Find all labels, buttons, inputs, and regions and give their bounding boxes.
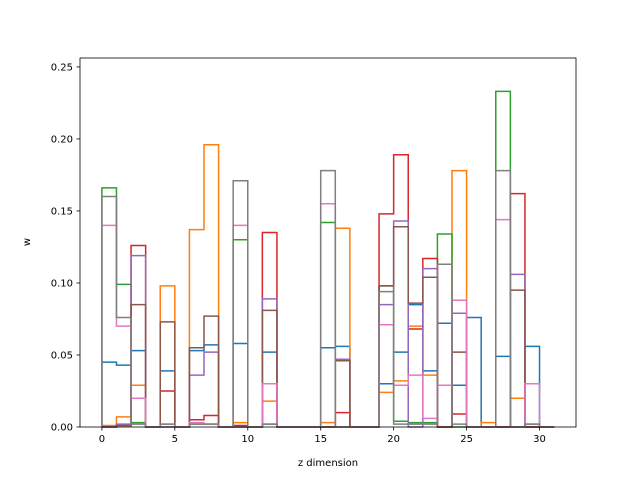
y-tick-label: 0.25 [51, 62, 73, 73]
x-axis-label: z dimension [298, 458, 358, 469]
y-tick-label: 0.10 [51, 278, 73, 289]
x-tick-label: 30 [533, 434, 546, 445]
x-tick-label: 20 [387, 434, 400, 445]
y-axis: 0.00 0.05 0.10 0.15 0.20 0.25 [51, 62, 80, 434]
y-axis-label: w [22, 238, 33, 246]
x-tick-label: 0 [99, 434, 105, 445]
y-tick-label: 0.15 [51, 206, 73, 217]
x-tick-label: 5 [172, 434, 178, 445]
y-tick-label: 0.05 [51, 350, 73, 361]
x-axis: 0 5 10 15 20 25 30 [99, 427, 546, 445]
y-tick-label: 0.20 [51, 134, 73, 145]
x-tick-label: 10 [241, 434, 254, 445]
y-tick-label: 0.00 [51, 423, 73, 434]
x-tick-label: 15 [314, 434, 327, 445]
series-1-step-line [101, 303, 555, 428]
plot-frame [79, 57, 577, 428]
x-tick-label: 25 [460, 434, 473, 445]
